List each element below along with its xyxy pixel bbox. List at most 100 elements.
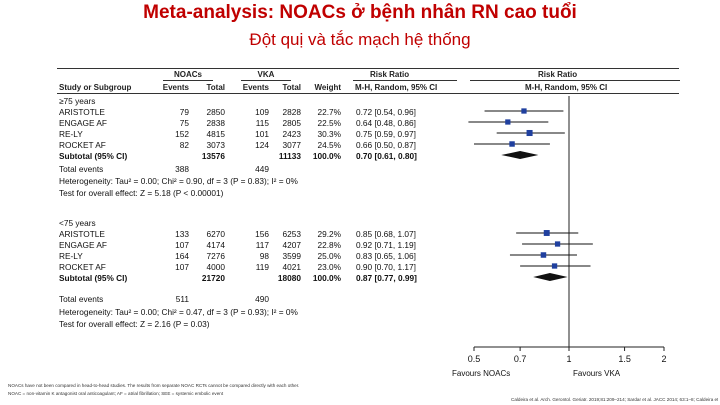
subtotal-total-noacs: 21720 [201, 273, 225, 283]
point-estimate-marker [554, 241, 561, 247]
subtotal-weight: 100.0% [312, 273, 341, 283]
study-name: ROCKET AF [59, 262, 106, 272]
weight: 30.3% [317, 129, 341, 139]
total-noacs: 4174 [206, 240, 225, 250]
study-name: ARISTOTLE [59, 107, 105, 117]
total-events-label: Total events [59, 164, 104, 174]
events-noacs: 82 [179, 140, 189, 150]
risk-ratio-ci: 0.90 [0.70, 1.17] [356, 262, 416, 272]
events-vka: 115 [255, 118, 269, 128]
subgroup-label: <75 years [59, 218, 96, 228]
total-noacs: 4815 [206, 129, 225, 139]
total-events-noacs: 388 [175, 164, 189, 174]
favours-vka-label: Favours VKA [573, 369, 621, 378]
study-name: ARISTOTLE [59, 229, 105, 239]
slide-subtitle: Đột quị và tắc mạch hệ thống [249, 30, 471, 49]
heterogeneity: Heterogeneity: Tau² = 0.00; Chi² = 0.47,… [59, 307, 298, 317]
total-vka: 4021 [282, 262, 301, 272]
total-noacs: 7276 [206, 251, 225, 261]
total-noacs: 2838 [206, 118, 225, 128]
x-axis-tick-label: 0.5 [468, 354, 481, 364]
events-vka: 109 [255, 107, 269, 117]
overall-effect: Test for overall effect: Z = 2.16 (P = 0… [59, 319, 210, 329]
x-axis-tick-label: 2 [661, 354, 666, 364]
header-total-noacs: Total [206, 83, 225, 92]
subgroup-label: ≥75 years [59, 96, 96, 106]
total-vka: 3077 [282, 140, 301, 150]
study-name: ROCKET AF [59, 140, 106, 150]
point-estimate-marker [509, 141, 515, 147]
risk-ratio-ci: 0.72 [0.54, 0.96] [356, 107, 416, 117]
header-group-noacs: NOACs [173, 70, 202, 79]
total-events-vka: 490 [255, 294, 269, 304]
header-plot-title: Risk Ratio [538, 70, 578, 79]
events-noacs: 107 [175, 240, 189, 250]
risk-ratio-ci: 0.85 [0.68, 1.07] [356, 229, 416, 239]
events-vka: 117 [255, 240, 269, 250]
subtotal-label: Subtotal (95% CI) [59, 273, 128, 283]
weight: 22.5% [317, 118, 341, 128]
risk-ratio-ci: 0.92 [0.71, 1.19] [356, 240, 416, 250]
header-total-vka: Total [282, 83, 301, 92]
subtotal-ci: 0.70 [0.61, 0.80] [356, 151, 417, 161]
total-vka: 2828 [282, 107, 301, 117]
total-events-noacs: 511 [175, 294, 189, 304]
x-axis-tick-label: 1 [566, 354, 571, 364]
point-estimate-marker [505, 119, 511, 125]
weight: 29.2% [317, 229, 341, 239]
events-vka: 98 [259, 251, 269, 261]
header-rule-bottom [57, 93, 679, 94]
subtotal-label: Subtotal (95% CI) [59, 151, 128, 161]
risk-ratio-ci: 0.83 [0.65, 1.06] [356, 251, 416, 261]
total-vka: 2423 [282, 129, 301, 139]
total-vka: 4207 [282, 240, 301, 250]
total-noacs: 3073 [206, 140, 225, 150]
point-estimate-marker [551, 263, 558, 269]
header-weight: Weight [314, 83, 341, 92]
subtotal-ci: 0.87 [0.77, 0.99] [356, 273, 417, 283]
header-study: Study or Subgroup [59, 83, 132, 92]
header-rule-noacs [163, 80, 213, 81]
subtotal-total-vka: 11133 [278, 151, 301, 161]
point-estimate-marker [540, 252, 547, 258]
events-noacs: 164 [175, 251, 189, 261]
total-noacs: 4000 [206, 262, 225, 272]
header-rule-top [57, 68, 679, 69]
header-group-vka: VKA [257, 70, 275, 79]
events-vka: 119 [255, 262, 269, 272]
favours-noacs-label: Favours NOACs [452, 369, 511, 378]
overall-effect: Test for overall effect: Z = 5.18 (P < 0… [59, 188, 224, 198]
total-noacs: 6270 [206, 229, 225, 239]
weight: 23.0% [317, 262, 341, 272]
total-events-vka: 449 [255, 164, 269, 174]
slide-title: Meta-analysis: NOACs ở bệnh nhân RN cao … [143, 2, 577, 23]
total-vka: 6253 [282, 229, 301, 239]
total-vka: 2805 [282, 118, 301, 128]
events-noacs: 133 [175, 229, 189, 239]
footnote-2: NOAC = non-vitamin K antagonist oral ant… [8, 391, 224, 396]
subtotal-total-noacs: 13576 [201, 151, 225, 161]
weight: 22.7% [317, 107, 341, 117]
events-vka: 101 [255, 129, 269, 139]
pooled-diamond [501, 151, 539, 159]
heterogeneity: Heterogeneity: Tau² = 0.00; Chi² = 0.90,… [59, 176, 298, 186]
header-events-noacs: Events [162, 83, 189, 92]
x-axis-tick-label: 1.5 [618, 354, 631, 364]
pooled-diamond [533, 273, 568, 281]
x-axis-tick-label: 0.7 [514, 354, 527, 364]
total-events-label: Total events [59, 294, 104, 304]
header-rule-plot [470, 80, 680, 81]
events-vka: 124 [255, 140, 269, 150]
study-name: ENGAGE AF [59, 240, 107, 250]
header-rule-vka [241, 80, 291, 81]
events-noacs: 75 [179, 118, 189, 128]
citation: Caldeira et al. Arch. Gerontol. Geriatr.… [511, 397, 718, 402]
weight: 22.8% [317, 240, 341, 250]
point-estimate-marker [526, 129, 533, 137]
weight: 25.0% [317, 251, 341, 261]
events-noacs: 152 [175, 129, 189, 139]
study-name: RE-LY [59, 129, 83, 139]
study-name: RE-LY [59, 251, 83, 261]
weight: 24.5% [317, 140, 341, 150]
